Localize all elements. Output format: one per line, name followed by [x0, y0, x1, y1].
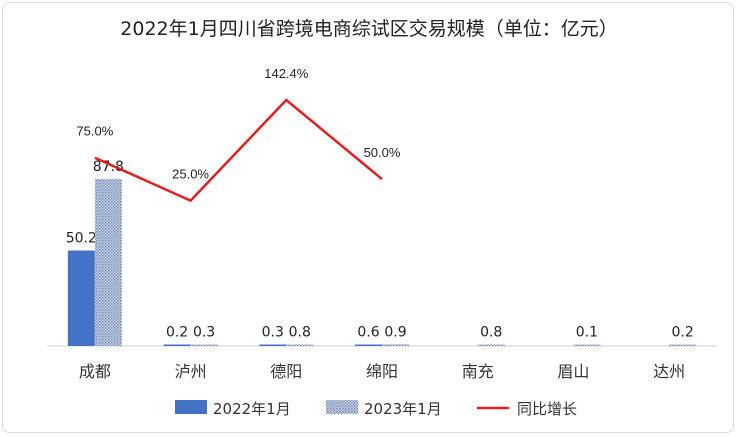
- growth-data-label: 142.4%: [264, 66, 309, 81]
- x-tick-label: 南充: [462, 362, 494, 381]
- x-tick-label: 成都: [79, 362, 111, 381]
- bar-data-label: 0.2: [166, 325, 188, 341]
- bar-2022: [163, 344, 191, 346]
- bar-2023: [382, 344, 409, 346]
- chart-frame: [2, 2, 734, 433]
- bar-data-label: 0.8: [289, 324, 311, 340]
- legend-label: 2022年1月: [213, 400, 291, 418]
- plot-area: 成都 泸州 德阳 绵阳 南充 眉山 达州 50.2 0.2 0.3 0.6 87.8 0.3 0.8 0.9…: [47, 66, 717, 381]
- bar-2023: [286, 344, 314, 346]
- chart-title: 2022年1月四川省跨境电商综试区交易规模（单位：亿元）: [120, 18, 617, 40]
- growth-data-label: 75.0%: [76, 124, 113, 139]
- growth-line: [94, 98, 383, 203]
- growth-data-label: 50.0%: [364, 145, 401, 160]
- x-tick-label: 德阳: [270, 362, 302, 381]
- bar-2023: [190, 344, 218, 346]
- bar-2023: [669, 344, 697, 346]
- legend-label: 同比增长: [517, 400, 577, 418]
- bar-2022: [67, 250, 95, 346]
- bar-data-label: 0.3: [262, 325, 284, 341]
- x-tick-label: 达州: [653, 362, 685, 381]
- bar-2023: [477, 344, 505, 346]
- bar-2023: [573, 344, 601, 346]
- bar-data-label: 0.8: [480, 324, 502, 340]
- bar-data-label: 50.2: [66, 231, 97, 247]
- bar-2023: [94, 179, 122, 346]
- x-tick-label: 眉山: [557, 362, 589, 381]
- bar-data-label: 0.2: [672, 325, 694, 341]
- growth-data-label: 25.0%: [172, 167, 209, 182]
- x-tick-label: 绵阳: [366, 362, 398, 381]
- bar-data-label: 0.1: [576, 325, 598, 341]
- bar-2022: [355, 344, 382, 346]
- bar-data-label: 0.6: [357, 325, 379, 341]
- legend-swatch: [175, 400, 207, 414]
- bar-data-label: 0.3: [193, 325, 215, 341]
- legend-swatch: [326, 400, 358, 414]
- legend: 2022年1月 2023年1月 同比增长: [175, 400, 577, 418]
- bar-2022: [259, 344, 287, 346]
- legend-label: 2023年1月: [364, 400, 442, 418]
- x-tick-label: 泸州: [175, 362, 207, 381]
- bar-data-label: 0.9: [384, 324, 406, 340]
- bar-data-label: 87.8: [93, 159, 124, 175]
